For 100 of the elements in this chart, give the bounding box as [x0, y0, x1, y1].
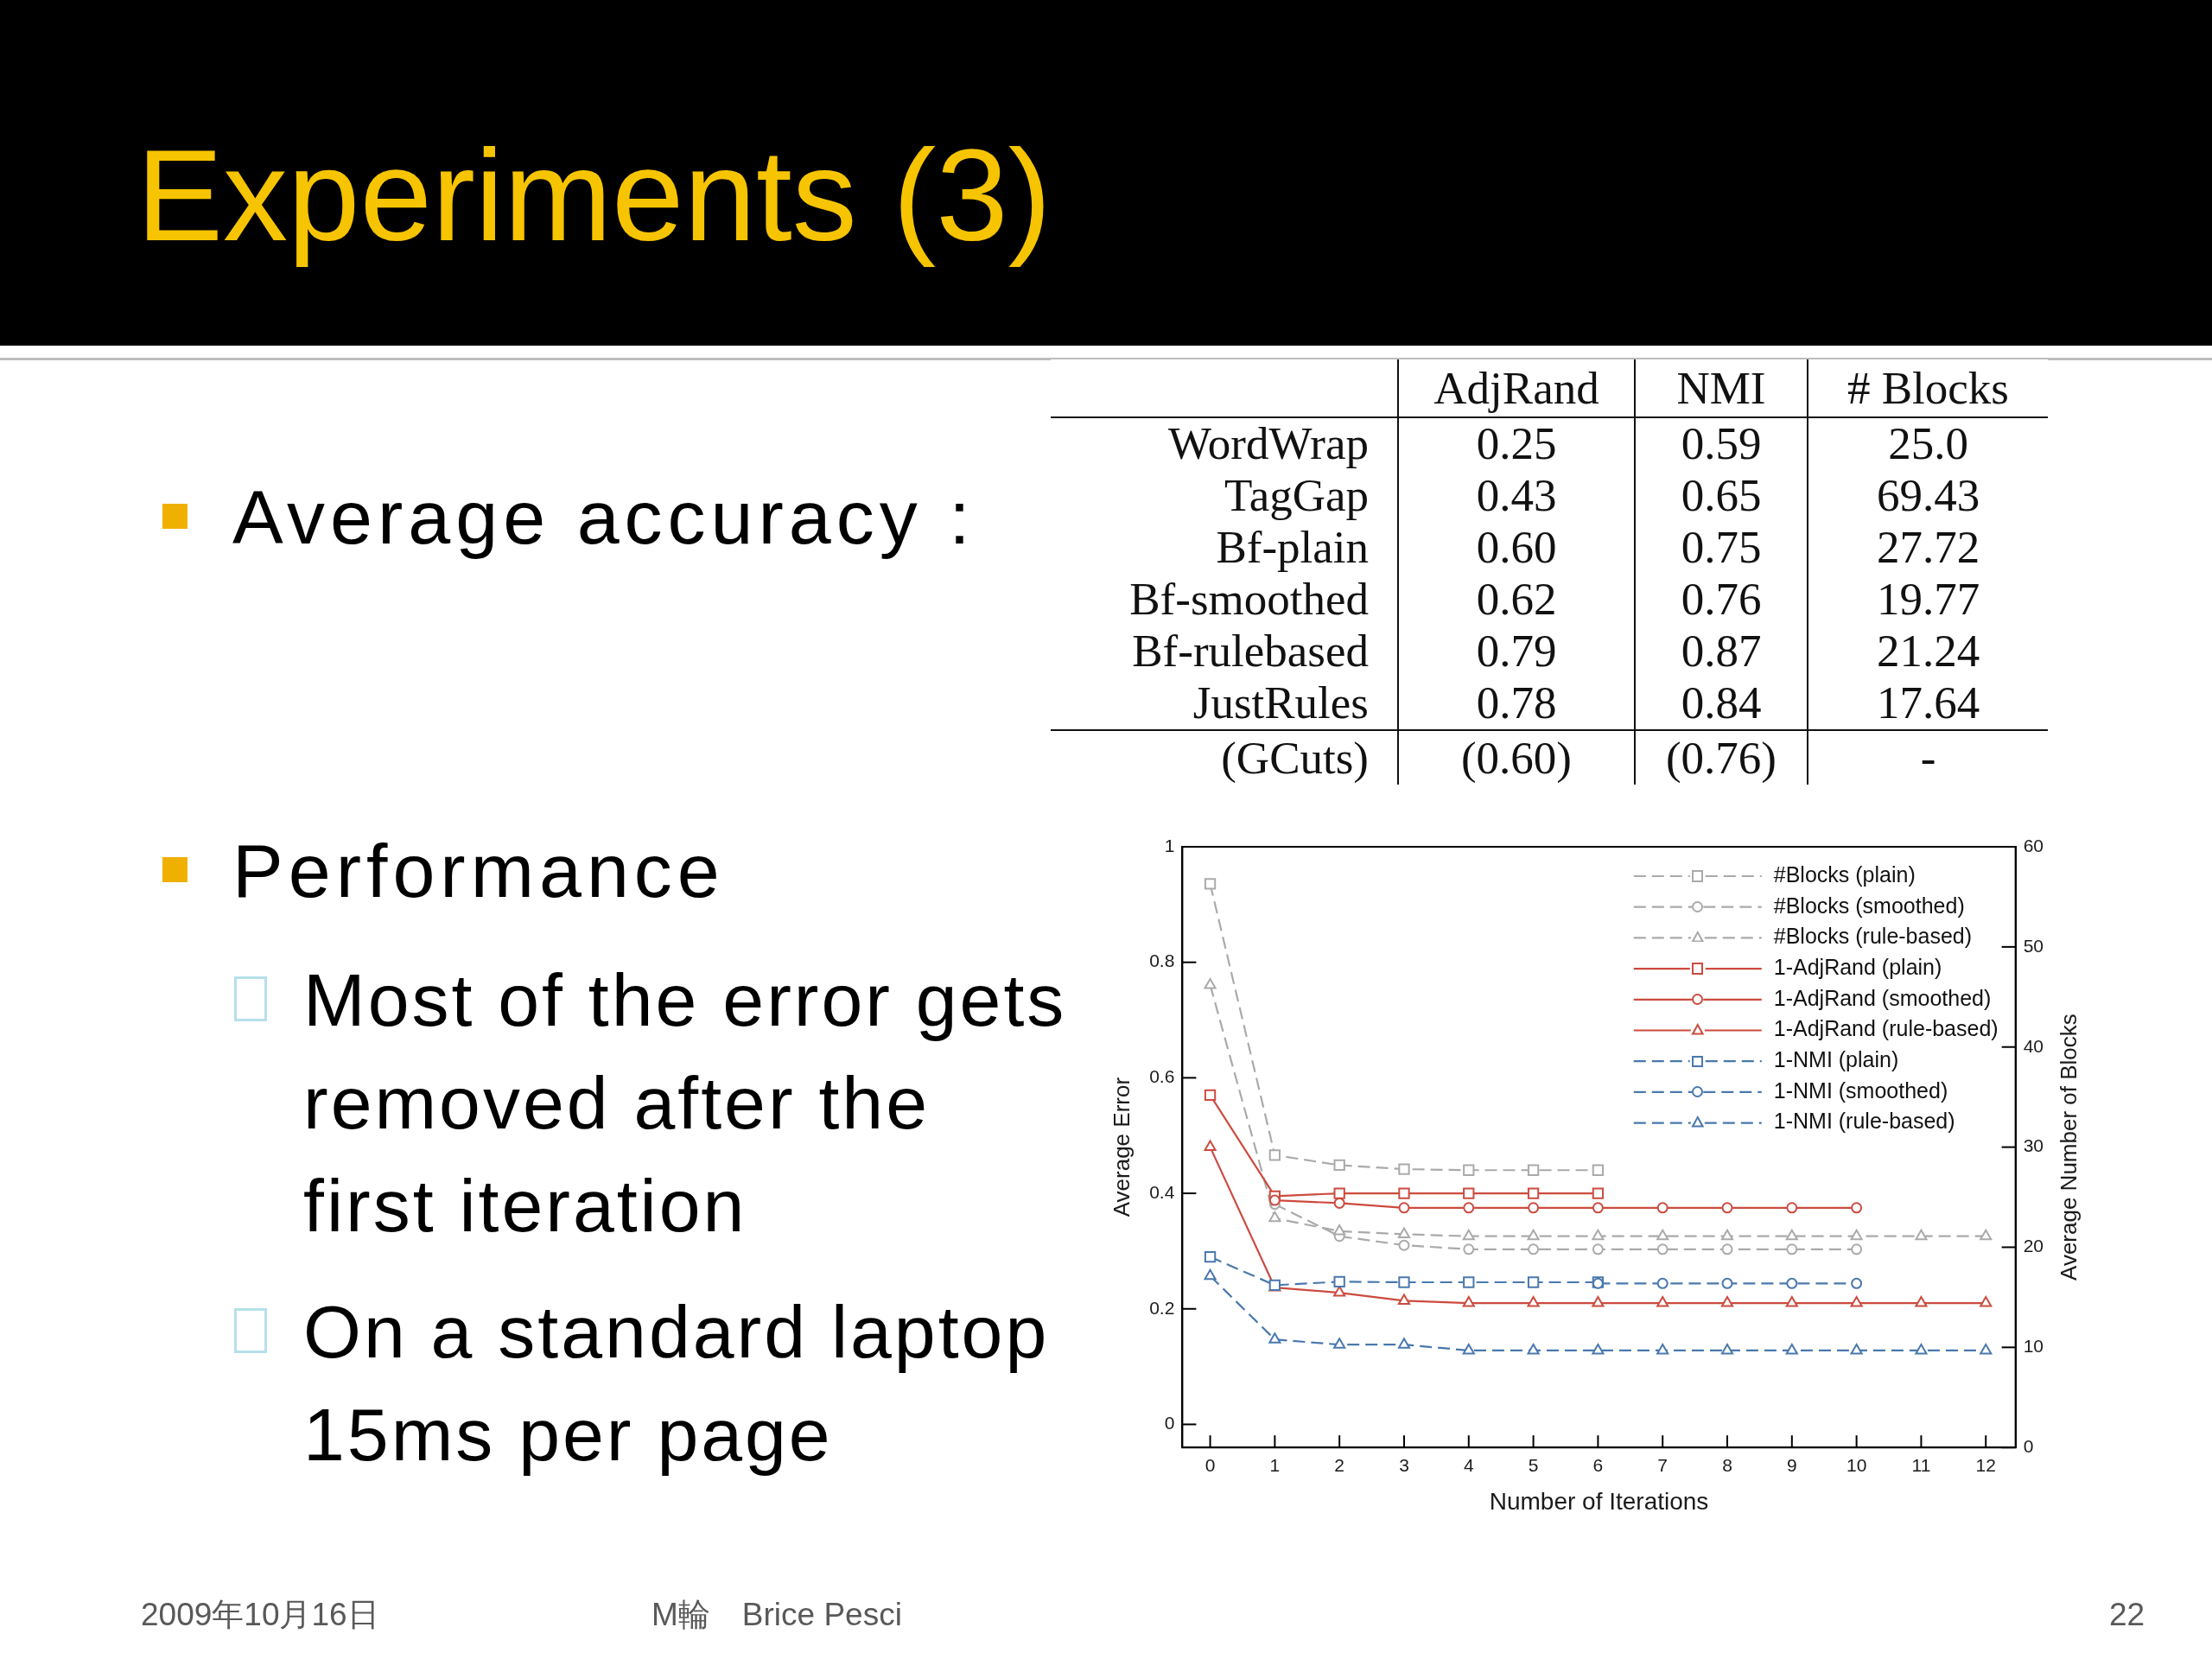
x-tick-label: 10 — [1846, 1454, 1867, 1475]
text: 0.25 — [1476, 418, 1557, 468]
x-tick-label: 1 — [1269, 1454, 1281, 1475]
text: 0.62 — [1476, 573, 1557, 624]
point — [1527, 1164, 1540, 1176]
legend-label: 1-AdjRand (rule-based) — [1773, 1016, 1999, 1041]
point — [1463, 1164, 1475, 1176]
point — [1656, 1243, 1669, 1255]
category-label: # Blocks — [1808, 359, 2048, 417]
point — [1398, 1163, 1410, 1175]
y-tick-label: 0.6 — [1149, 1066, 1175, 1087]
y2-tick-label: 60 — [2023, 835, 2044, 855]
x-tick-label: 4 — [1463, 1454, 1474, 1475]
y-tick-label: 1 — [1164, 835, 1175, 855]
text: 0.87 — [1681, 625, 1762, 676]
x-tick-label: 5 — [1528, 1454, 1539, 1475]
point — [1851, 1243, 1863, 1255]
y-tick-label: 0.4 — [1149, 1181, 1175, 1202]
y2-tick-label: 40 — [2023, 1035, 2044, 1056]
text: 0.75 — [1681, 521, 1762, 572]
text: 69.43 — [1876, 469, 1980, 520]
legend-label: #Blocks (smoothed) — [1773, 893, 1965, 918]
legend-label: #Blocks (rule-based) — [1773, 924, 1973, 949]
text: Experiments (3) — [137, 123, 1052, 268]
text: M輪 Brice Pesci — [652, 1596, 902, 1632]
text: Most of the error gets removed after the first iteration — [303, 957, 1068, 1249]
x-tick-label: 8 — [1722, 1454, 1732, 1475]
x-tick-label: 0 — [1205, 1454, 1216, 1475]
point — [1786, 1243, 1798, 1255]
point — [1268, 1149, 1281, 1161]
text: 0.65 — [1681, 469, 1762, 520]
category-label: TagGap — [1224, 469, 1369, 520]
point — [1397, 1227, 1411, 1238]
point — [1980, 1229, 1993, 1241]
x-tick-label: 9 — [1786, 1454, 1797, 1475]
y2-axis-title: Average Number of Blocks — [2056, 1014, 2082, 1281]
y2-tick-label: 20 — [2023, 1236, 2044, 1256]
category-label: WordWrap — [1167, 418, 1369, 468]
text: 0.59 — [1681, 418, 1762, 468]
category-label: JustRules — [1192, 677, 1369, 728]
category-label: (GCuts) — [1221, 732, 1369, 783]
x-tick-label: 2 — [1334, 1454, 1345, 1475]
text: 0.78 — [1476, 677, 1557, 728]
point — [1850, 1229, 1863, 1241]
point — [1527, 1229, 1540, 1241]
text: On a standard laptop 15ms per page — [303, 1288, 1051, 1478]
point — [1720, 1229, 1734, 1241]
point — [1528, 1243, 1540, 1255]
point — [1204, 977, 1217, 989]
point — [1915, 1229, 1928, 1241]
text: 21.24 — [1876, 625, 1980, 676]
text: 0.60 — [1476, 521, 1557, 572]
x-tick-label: 6 — [1592, 1454, 1604, 1475]
point — [1333, 1159, 1345, 1172]
legend-label: 1-AdjRand (smoothed) — [1773, 985, 1992, 1010]
point — [1592, 1229, 1605, 1241]
y2-tick-label: 50 — [2023, 935, 2044, 956]
y-axis-title: Average Error — [1108, 1077, 1135, 1217]
text: (0.76) — [1665, 732, 1777, 783]
legend-label: 1-NMI (smoothed) — [1773, 1077, 1948, 1103]
point — [1204, 878, 1217, 890]
point — [1333, 1224, 1346, 1236]
legend-label: 1-NMI (plain) — [1773, 1047, 1899, 1072]
point — [1592, 1164, 1605, 1176]
point — [1268, 1211, 1281, 1223]
category-label: Bf-plain — [1216, 521, 1369, 572]
legend-label: 1-NMI (rule-based) — [1773, 1109, 1955, 1134]
point — [1462, 1229, 1475, 1241]
category-label: NMI — [1635, 359, 1808, 417]
text: - — [1920, 732, 1936, 783]
legend-label: 1-AdjRand (plain) — [1773, 954, 1942, 979]
y-tick-label: 0 — [1164, 1413, 1175, 1433]
text: 0.84 — [1681, 677, 1762, 728]
point — [1398, 1239, 1410, 1251]
text: 2009年10月16日 — [141, 1596, 379, 1632]
y2-tick-label: 10 — [2023, 1336, 2044, 1357]
text: 22 — [2109, 1596, 2145, 1632]
point — [1463, 1243, 1475, 1255]
text: (0.60) — [1460, 732, 1573, 783]
text: 0.43 — [1476, 469, 1557, 520]
text: Performance — [232, 827, 725, 913]
text: 0.79 — [1476, 625, 1557, 676]
category-label: Bf-rulebased — [1132, 625, 1369, 676]
point — [1656, 1229, 1669, 1241]
text: 27.72 — [1876, 521, 1980, 572]
category-label: Bf-smoothed — [1129, 573, 1369, 624]
x-tick-label: 11 — [1911, 1454, 1931, 1475]
text: 0.76 — [1681, 573, 1762, 624]
point — [1785, 1229, 1798, 1241]
x-tick-label: 3 — [1399, 1454, 1409, 1475]
x-axis-title: Number of Iterations — [1489, 1487, 1709, 1515]
y-tick-label: 0.8 — [1149, 950, 1175, 971]
y2-tick-label: 0 — [2023, 1436, 2034, 1456]
text: 19.77 — [1876, 573, 1980, 624]
x-tick-label: 12 — [1975, 1454, 1996, 1475]
y-tick-label: 0.2 — [1149, 1297, 1175, 1318]
text: 25.0 — [1888, 418, 1968, 468]
x-tick-label: 7 — [1657, 1454, 1669, 1475]
text: Average accuracy : — [232, 474, 976, 560]
legend-label: #Blocks (plain) — [1773, 861, 1916, 887]
